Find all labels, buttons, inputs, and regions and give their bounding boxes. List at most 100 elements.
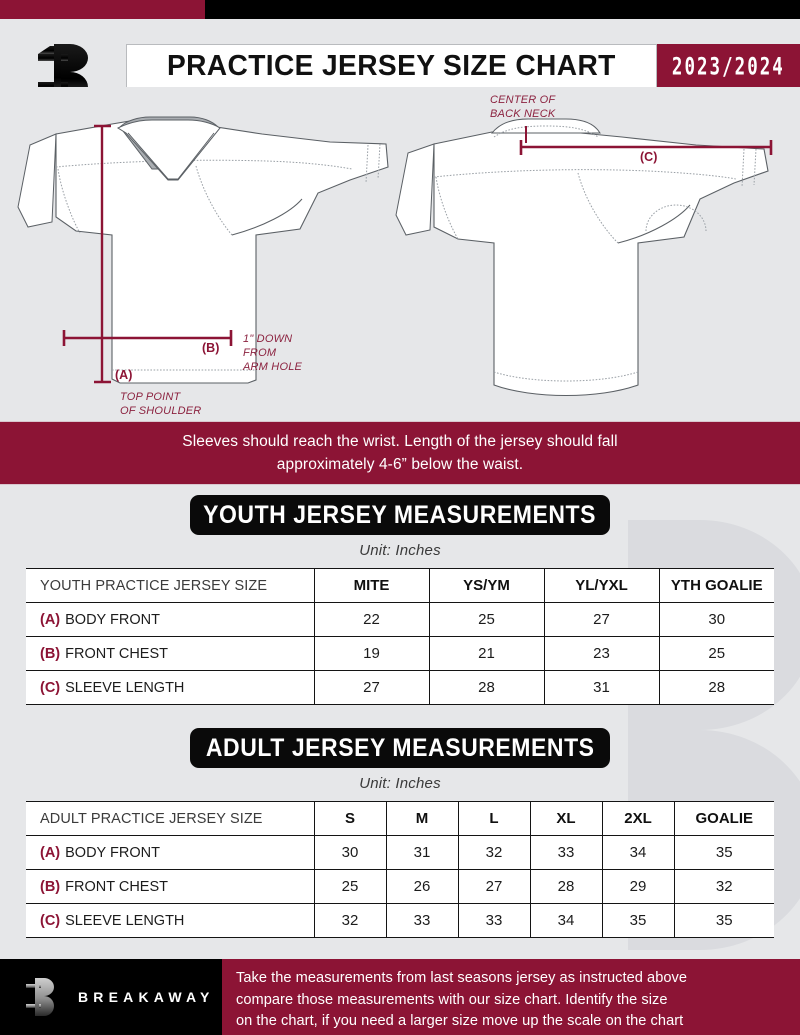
back-label-neck-line1: CENTER OF [490, 94, 556, 106]
footer-line-2: compare those measurements with our size… [236, 991, 668, 1008]
front-label-a-tag: (A) [115, 368, 132, 382]
adult-r2-c1: 33 [386, 903, 459, 938]
youth-section: YOUTH JERSEY MEASUREMENTS Unit: Inches Y… [0, 495, 800, 705]
adult-r2-c4: 35 [602, 903, 675, 938]
season-year-badge: 2023/2024 [657, 44, 800, 89]
youth-r0-c2: 27 [544, 602, 660, 637]
youth-r0-c1: 25 [429, 602, 545, 637]
youth-header-label: YOUTH PRACTICE JERSEY SIZE [26, 568, 315, 603]
adult-r0-c4: 34 [602, 835, 675, 870]
adult-size-col-4: 2XL [602, 801, 675, 836]
youth-r1-c2: 23 [544, 636, 660, 671]
adult-r0-c2: 32 [458, 835, 531, 870]
front-label-b-line2: FROM [243, 347, 277, 359]
youth-size-table: YOUTH PRACTICE JERSEY SIZE MITE YS/YM YL… [26, 568, 774, 705]
adult-row-0-label: (A) BODY FRONT [26, 835, 315, 870]
adult-r0-c1: 31 [386, 835, 459, 870]
page-title-box: PRACTICE JERSEY SIZE CHART [126, 44, 657, 89]
breakaway-b-logo-icon [22, 975, 64, 1019]
table-row: (C) SLEEVE LENGTH 27 28 31 28 [26, 670, 774, 705]
page-title: PRACTICE JERSEY SIZE CHART [167, 50, 616, 82]
youth-section-title: YOUTH JERSEY MEASUREMENTS [203, 500, 597, 529]
adult-size-col-1: M [386, 801, 459, 836]
adult-row-2-label: (C) SLEEVE LENGTH [26, 903, 315, 938]
jersey-diagrams: (B) 1" DOWN FROM ARM HOLE (A) TOP POINT … [0, 87, 800, 421]
back-label-neck-line2: BACK NECK [490, 108, 556, 120]
adult-unit-label: Unit: Inches [359, 775, 441, 792]
page-footer: BREAKAWAY Take the measurements from las… [0, 959, 800, 1035]
back-label-c-tag: (C) [640, 150, 657, 164]
adult-size-col-0: S [314, 801, 387, 836]
adult-r2-c3: 34 [530, 903, 603, 938]
youth-row-0-tag: (A) [40, 611, 61, 628]
youth-row-1-label: (B) FRONT CHEST [26, 636, 315, 671]
youth-r1-c3: 25 [659, 636, 774, 671]
front-label-b-tag: (B) [202, 341, 219, 355]
adult-r1-c0: 25 [314, 869, 387, 904]
adult-r1-c3: 28 [530, 869, 603, 904]
footer-line-1: Take the measurements from last seasons … [236, 970, 688, 986]
front-label-b-line1: 1" DOWN [243, 333, 292, 345]
top-bar-maroon [0, 0, 205, 19]
youth-r2-c2: 31 [544, 670, 660, 705]
adult-row-1-tag: (B) [40, 878, 61, 895]
adult-r2-c5: 35 [674, 903, 774, 938]
adult-r0-c3: 33 [530, 835, 603, 870]
adult-table-header-row: ADULT PRACTICE JERSEY SIZE S M L XL 2XL … [26, 801, 774, 836]
page-header: PRACTICE JERSEY SIZE CHART 2023/2024 [0, 19, 800, 102]
note-line-1: Sleeves should reach the wrist. Length o… [182, 433, 618, 450]
adult-section-title: ADULT JERSEY MEASUREMENTS [205, 733, 595, 762]
youth-row-1-name: FRONT CHEST [65, 645, 168, 662]
footer-brand-block: BREAKAWAY [0, 959, 222, 1035]
adult-row-2-tag: (C) [40, 912, 61, 929]
adult-size-col-3: XL [530, 801, 603, 836]
youth-row-1-tag: (B) [40, 645, 61, 662]
footer-instructions: Take the measurements from last seasons … [222, 959, 800, 1035]
youth-row-2-name: SLEEVE LENGTH [65, 679, 185, 696]
adult-size-col-5: GOALIE [674, 801, 774, 836]
season-year-text: 2023/2024 [672, 52, 785, 81]
youth-row-2-tag: (C) [40, 679, 61, 696]
sleeve-length-note: Sleeves should reach the wrist. Length o… [0, 421, 800, 485]
note-line-2: approximately 4-6” below the waist. [276, 456, 524, 473]
adult-row-0-name: BODY FRONT [65, 844, 160, 861]
adult-r2-c0: 32 [314, 903, 387, 938]
table-row: (A) BODY FRONT 22 25 27 30 [26, 602, 774, 637]
youth-section-title-pill: YOUTH JERSEY MEASUREMENTS [190, 495, 610, 535]
youth-size-col-1: YS/YM [429, 568, 545, 603]
adult-r1-c5: 32 [674, 869, 774, 904]
youth-row-0-name: BODY FRONT [65, 611, 160, 628]
table-row: (B) FRONT CHEST 19 21 23 25 [26, 636, 774, 671]
youth-unit-label: Unit: Inches [359, 542, 441, 559]
adult-size-col-2: L [458, 801, 531, 836]
adult-row-0-tag: (A) [40, 844, 61, 861]
front-jersey-illustration [17, 116, 389, 384]
table-row: (C) SLEEVE LENGTH 32 33 33 34 35 35 [26, 903, 774, 938]
youth-r2-c0: 27 [314, 670, 430, 705]
youth-size-col-0: MITE [314, 568, 430, 603]
youth-r1-c0: 19 [314, 636, 430, 671]
front-label-a-line2: OF SHOULDER [120, 405, 201, 417]
youth-r2-c3: 28 [659, 670, 774, 705]
youth-table-header-row: YOUTH PRACTICE JERSEY SIZE MITE YS/YM YL… [26, 568, 774, 603]
adult-r1-c2: 27 [458, 869, 531, 904]
adult-r1-c4: 29 [602, 869, 675, 904]
table-row: (A) BODY FRONT 30 31 32 33 34 35 [26, 835, 774, 870]
adult-r1-c1: 26 [386, 869, 459, 904]
adult-r0-c0: 30 [314, 835, 387, 870]
adult-header-label: ADULT PRACTICE JERSEY SIZE [26, 801, 315, 836]
adult-r0-c5: 35 [674, 835, 774, 870]
youth-size-col-3: YTH GOALIE [659, 568, 774, 603]
adult-row-1-label: (B) FRONT CHEST [26, 869, 315, 904]
youth-r1-c1: 21 [429, 636, 545, 671]
front-label-a-line1: TOP POINT [120, 391, 182, 403]
youth-row-2-label: (C) SLEEVE LENGTH [26, 670, 315, 705]
front-label-b-line3: ARM HOLE [242, 361, 303, 373]
footer-line-3: on the chart, if you need a larger size … [236, 1013, 684, 1029]
back-jersey-illustration [395, 118, 773, 396]
top-bar-black [0, 0, 800, 19]
footer-brand-name: BREAKAWAY [78, 989, 215, 1005]
adult-section-title-pill: ADULT JERSEY MEASUREMENTS [190, 728, 610, 768]
youth-r0-c3: 30 [659, 602, 774, 637]
